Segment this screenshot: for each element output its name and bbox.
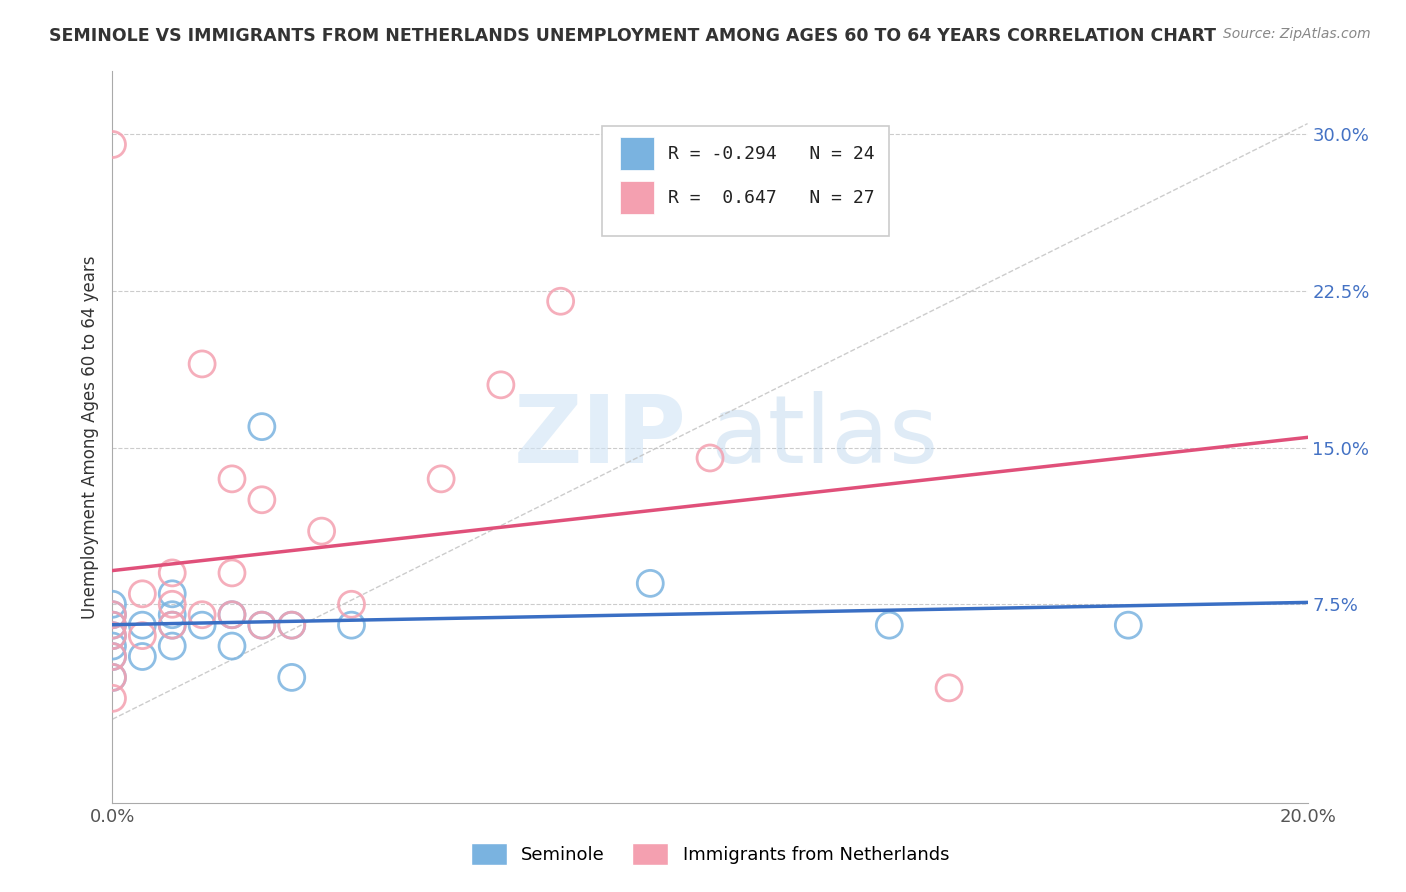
Point — [311, 524, 333, 538]
Point — [221, 607, 243, 622]
Point — [101, 597, 124, 611]
Point — [101, 649, 124, 664]
Point — [281, 618, 304, 632]
Text: R =  0.647   N = 27: R = 0.647 N = 27 — [668, 188, 875, 207]
Point — [101, 607, 124, 622]
Point — [489, 377, 512, 392]
Point — [131, 587, 153, 601]
FancyBboxPatch shape — [603, 126, 890, 235]
Point — [162, 618, 183, 632]
Text: R = -0.294   N = 24: R = -0.294 N = 24 — [668, 145, 875, 162]
Point — [162, 639, 183, 653]
Text: ZIP: ZIP — [513, 391, 686, 483]
Point — [221, 566, 243, 580]
Point — [250, 492, 273, 507]
Point — [640, 576, 662, 591]
Point — [162, 607, 183, 622]
Point — [131, 649, 153, 664]
FancyBboxPatch shape — [620, 137, 654, 170]
Point — [340, 618, 363, 632]
Point — [938, 681, 960, 695]
Point — [250, 419, 273, 434]
Point — [281, 618, 304, 632]
Point — [281, 670, 304, 684]
Point — [162, 618, 183, 632]
Text: Source: ZipAtlas.com: Source: ZipAtlas.com — [1223, 27, 1371, 41]
Point — [101, 629, 124, 643]
Point — [101, 670, 124, 684]
FancyBboxPatch shape — [620, 181, 654, 214]
Legend: Seminole, Immigrants from Netherlands: Seminole, Immigrants from Netherlands — [461, 834, 959, 874]
Point — [101, 691, 124, 706]
Point — [191, 618, 214, 632]
Point — [340, 597, 363, 611]
Point — [101, 618, 124, 632]
Point — [221, 607, 243, 622]
Point — [550, 294, 572, 309]
Y-axis label: Unemployment Among Ages 60 to 64 years: Unemployment Among Ages 60 to 64 years — [80, 255, 98, 619]
Text: atlas: atlas — [710, 391, 938, 483]
Point — [1118, 618, 1140, 632]
Point — [430, 472, 453, 486]
Text: SEMINOLE VS IMMIGRANTS FROM NETHERLANDS UNEMPLOYMENT AMONG AGES 60 TO 64 YEARS C: SEMINOLE VS IMMIGRANTS FROM NETHERLANDS … — [49, 27, 1216, 45]
Point — [162, 566, 183, 580]
Point — [101, 649, 124, 664]
Point — [131, 618, 153, 632]
Point — [101, 670, 124, 684]
Point — [101, 618, 124, 632]
Point — [221, 472, 243, 486]
Point — [221, 639, 243, 653]
Point — [101, 629, 124, 643]
Point — [250, 618, 273, 632]
Point — [191, 607, 214, 622]
Point — [162, 587, 183, 601]
Point — [699, 450, 721, 465]
Point — [101, 607, 124, 622]
Point — [101, 137, 124, 152]
Point — [131, 629, 153, 643]
Point — [162, 597, 183, 611]
Point — [101, 639, 124, 653]
Point — [879, 618, 901, 632]
Point — [250, 618, 273, 632]
Point — [191, 357, 214, 371]
